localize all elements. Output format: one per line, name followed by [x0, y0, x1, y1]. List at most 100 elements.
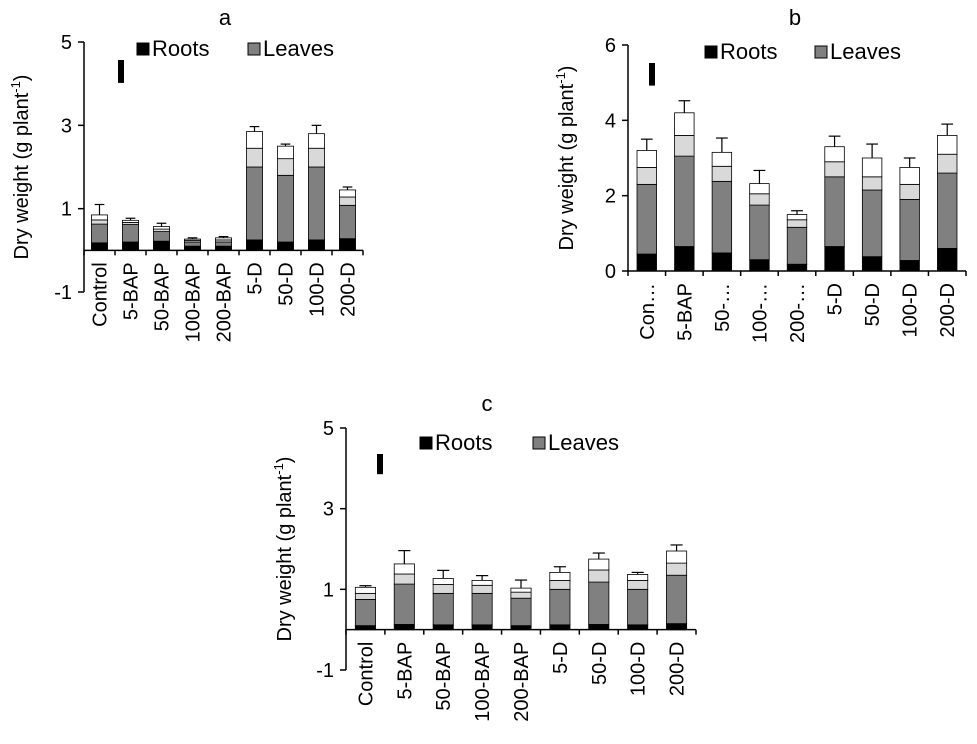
- x-tick-label: 5-BAP: [674, 283, 696, 341]
- x-tick-label: 200-D: [937, 283, 959, 337]
- x-tick-label: 200-…: [787, 283, 809, 343]
- bar-segment-leaves: [432, 592, 454, 626]
- x-tick-label: 100-D: [307, 262, 329, 316]
- x-tick-label: 200-BAP: [511, 642, 533, 722]
- bar-segment-roots: [786, 263, 808, 272]
- panel-title: b: [789, 5, 801, 30]
- legend-label-leaves: Leaves: [263, 36, 334, 61]
- bar-segment-series-4: [471, 580, 493, 586]
- bar-segment-roots: [861, 256, 883, 272]
- x-tick-label: 50-D: [276, 262, 298, 305]
- bar-segment-series-3: [354, 592, 376, 600]
- bar-segment-series-3: [277, 158, 294, 176]
- bar-segment-roots: [184, 245, 201, 251]
- legend-swatch-roots: [419, 436, 433, 450]
- bar-segment-series-3: [937, 153, 958, 174]
- bar-segment-leaves: [666, 574, 688, 625]
- bar-segment-leaves: [246, 166, 263, 241]
- bar-segment-roots: [674, 246, 695, 272]
- bar-segment-series-4: [899, 167, 920, 185]
- legend-label-roots: Roots: [152, 36, 209, 61]
- bar-segment-series-4: [824, 146, 845, 163]
- bar-segment-series-3: [246, 147, 263, 168]
- bar-segment-leaves: [588, 581, 610, 625]
- bar-segment-leaves: [471, 592, 493, 626]
- bar-segment-series-4: [749, 183, 770, 195]
- bar-segment-series-4: [308, 133, 325, 149]
- bar-segment-roots: [588, 624, 610, 631]
- bar-segment-roots: [510, 625, 532, 631]
- x-tick-label: 100-…: [749, 283, 771, 343]
- bar-segment-series-3: [636, 167, 657, 185]
- legend-swatch-leaves: [814, 45, 828, 59]
- bar-segment-series-4: [339, 189, 356, 198]
- bar-segment-series-3: [674, 134, 695, 157]
- legend-label-roots: Roots: [720, 39, 777, 64]
- bar-segment-series-4: [627, 574, 649, 581]
- x-tick-label: 200-D: [667, 642, 689, 696]
- y-tick-label: 2: [605, 186, 616, 208]
- bar-segment-series-3: [824, 161, 845, 178]
- bar-segment-series-3: [588, 569, 610, 583]
- bar-segment-leaves: [749, 204, 770, 261]
- legend-label-leaves: Leaves: [830, 39, 901, 64]
- x-tick-label: 100-BAP: [183, 262, 205, 342]
- bar-segment-series-3: [549, 580, 571, 590]
- bar-segment-series-4: [153, 226, 170, 230]
- y-tick-label: 5: [323, 418, 334, 440]
- bar-segment-leaves: [339, 204, 356, 240]
- bar-segment-roots: [122, 241, 139, 251]
- bar-segment-series-4: [549, 571, 571, 581]
- bar-segment-leaves: [122, 224, 139, 243]
- x-tick-label: 50-BAP: [433, 642, 455, 711]
- bar-segment-roots: [636, 253, 657, 272]
- bar-segment-series-4: [122, 219, 139, 223]
- bar-segment-leaves: [636, 183, 657, 255]
- x-tick-label: 200-BAP: [214, 262, 236, 342]
- bar-segment-series-4: [786, 214, 808, 221]
- bar-segment-roots: [627, 624, 649, 631]
- x-tick-label: 200-D: [338, 262, 360, 316]
- bar-segment-leaves: [549, 588, 571, 626]
- bar-segment-roots: [549, 624, 571, 631]
- x-tick-label: 5-D: [825, 283, 847, 315]
- bar-segment-series-4: [277, 145, 294, 160]
- bar-segment-series-4: [861, 157, 883, 178]
- legend-swatch-leaves: [247, 42, 261, 56]
- bar-segment-series-3: [627, 580, 649, 590]
- x-tick-label: 50-D: [862, 283, 884, 326]
- y-tick-label: -1: [54, 282, 72, 304]
- y-tick-label: -1: [316, 660, 334, 682]
- bar-segment-roots: [666, 623, 688, 631]
- bar-segment-series-4: [711, 151, 733, 167]
- bar-segment-leaves: [91, 223, 108, 244]
- bar-segment-roots: [393, 624, 415, 631]
- y-tick-label: 3: [323, 499, 334, 521]
- legend-swatch-roots: [136, 42, 150, 56]
- legend-swatch-roots: [704, 45, 718, 59]
- x-tick-label: 100-D: [900, 283, 922, 337]
- y-axis-label: Dry weight (g plant-1): [271, 457, 296, 642]
- x-tick-label: 5-D: [550, 642, 572, 674]
- bar-segment-series-3: [308, 147, 325, 168]
- bar-segment-roots: [824, 246, 845, 272]
- bar-segment-series-4: [432, 578, 454, 585]
- bar-segment-series-4: [354, 586, 376, 594]
- y-tick-label: 4: [605, 110, 616, 132]
- bar-segment-series-3: [510, 591, 532, 599]
- bar-segment-leaves: [711, 180, 733, 254]
- bar-segment-leaves: [861, 189, 883, 258]
- bar-segment-leaves: [354, 599, 376, 627]
- bar-segment-roots: [711, 252, 733, 272]
- x-tick-label: 100-D: [628, 642, 650, 696]
- bar-segment-roots: [937, 247, 958, 272]
- y-tick-label: 1: [61, 199, 72, 221]
- bar-segment-series-3: [91, 219, 108, 225]
- legend-label-leaves: Leaves: [548, 430, 619, 455]
- lsd-bar: [377, 454, 383, 475]
- bar-segment-roots: [215, 245, 232, 251]
- panel-title: a: [219, 5, 232, 30]
- bar-segment-series-4: [246, 131, 263, 149]
- bar-segment-roots: [749, 259, 770, 272]
